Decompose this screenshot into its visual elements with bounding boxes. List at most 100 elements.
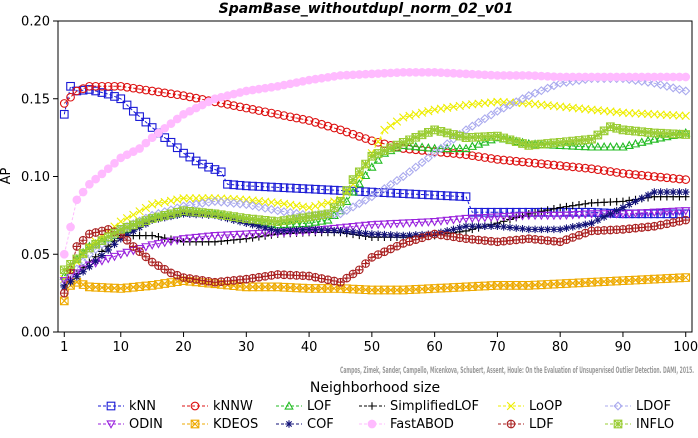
ldof-point [662, 81, 672, 91]
lof-point [630, 138, 641, 148]
loop-point [304, 203, 314, 212]
series-kdeos [59, 273, 691, 306]
knnw-point [474, 152, 483, 161]
knnw-point [499, 155, 509, 165]
ldof-point [254, 202, 264, 212]
cof-point [135, 223, 144, 232]
legend-item-lof: LOF [276, 399, 332, 414]
inflo-point [367, 151, 377, 161]
cof-point [556, 225, 564, 234]
ldof-point [392, 175, 402, 186]
cof-point [73, 272, 81, 281]
knnw-point [329, 123, 339, 133]
ldof-point [549, 81, 559, 91]
cof-point [368, 230, 376, 238]
knn-point [147, 123, 157, 132]
inflo-point [78, 249, 88, 258]
kdeos-point [681, 273, 691, 282]
ldof-point [423, 153, 433, 163]
inflo-point [342, 186, 352, 195]
ldf-point [172, 270, 182, 280]
odin-point [649, 208, 660, 218]
ldf-point [122, 235, 132, 245]
cof-point [123, 231, 131, 239]
ldof-point [442, 139, 452, 149]
cof-point [380, 230, 389, 239]
cof-line [63, 191, 686, 288]
cof-point [443, 227, 451, 235]
odin-point [624, 209, 634, 219]
series-inflo [59, 122, 691, 275]
legend-label: ODIN [129, 417, 163, 432]
fastabod-point [110, 158, 119, 168]
knn-point [499, 207, 509, 217]
knn-point [122, 100, 132, 110]
loop-line [63, 101, 686, 280]
ldof-point [430, 148, 440, 158]
ldof-point [379, 184, 389, 194]
ldof-point [643, 77, 653, 87]
odin-point [411, 218, 421, 228]
cof-point [267, 225, 276, 234]
fastabod-point [72, 195, 82, 205]
knnw-point [549, 160, 559, 170]
cof-point [248, 220, 257, 229]
cof-point [79, 267, 87, 276]
odin-point [680, 207, 691, 216]
knnw-point [524, 158, 534, 167]
fastabod-point [681, 72, 691, 82]
inflo-point [580, 135, 590, 145]
x-tick-label: 50 [364, 340, 381, 355]
loop-point [662, 110, 672, 120]
legend-label: LoOP [529, 399, 562, 414]
legend-item-inflo: INFLO [605, 417, 674, 432]
loop-point [643, 109, 653, 119]
inflo-point [562, 137, 571, 147]
cof-point [98, 251, 106, 260]
lof-point [624, 140, 634, 149]
odin-point [367, 221, 377, 230]
knn-point [467, 207, 477, 217]
loop-point [191, 194, 201, 203]
knnw-point [122, 82, 132, 92]
knn-point [442, 191, 452, 201]
odin-point [486, 213, 496, 223]
ldof-point [354, 198, 364, 209]
fastabod-point [91, 174, 101, 184]
knn-point [304, 184, 314, 194]
legend-item-ldof: LDOF [605, 399, 671, 414]
cof-point [625, 200, 634, 209]
odin-point [185, 234, 195, 244]
knnw-point [455, 149, 465, 159]
cof-point [305, 225, 313, 234]
knn-point [493, 207, 502, 217]
ldof-point [342, 205, 352, 215]
legend-swatch-marker [506, 401, 516, 411]
inflo-point [361, 159, 370, 169]
odin-point [492, 213, 503, 222]
inflo-point [128, 220, 138, 230]
loop-point [650, 110, 659, 119]
fastabod-point [59, 249, 69, 259]
loop-point [392, 117, 402, 126]
inflo-point [593, 130, 603, 140]
knnw-point [486, 154, 496, 163]
simplifiedlof-point [581, 200, 590, 208]
odin-line [64, 210, 686, 282]
knnw-point [267, 108, 276, 118]
odin-point [103, 255, 113, 264]
loop-point [135, 207, 144, 216]
lof-line [63, 132, 686, 277]
inflo-point [424, 127, 433, 137]
lof-point [461, 143, 471, 153]
ldof-point [229, 198, 239, 208]
ldof-point [279, 207, 289, 217]
cof-point [550, 225, 558, 234]
inflo-point [85, 243, 94, 253]
cof-point [575, 221, 583, 230]
knnw-point [618, 169, 628, 178]
fastabod-point [135, 144, 144, 153]
knnw-point [637, 170, 647, 180]
inflo-point [97, 236, 107, 245]
legend-item-kdeos: KDEOS [182, 417, 258, 432]
